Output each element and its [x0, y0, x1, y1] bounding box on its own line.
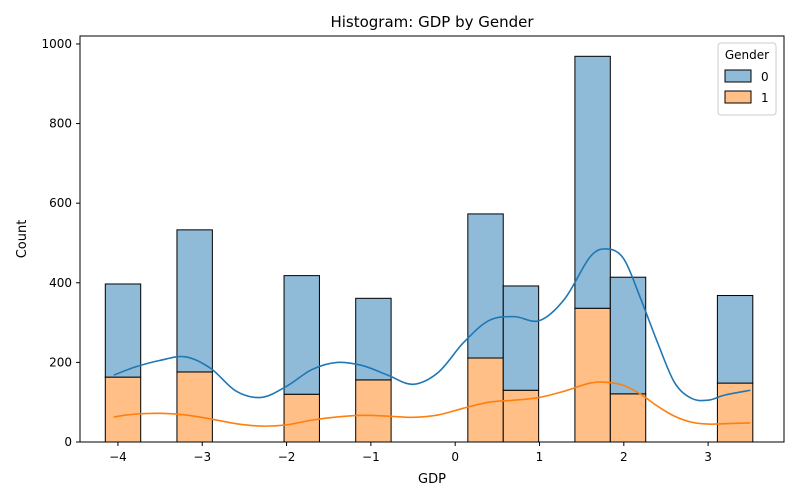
bar-gender-1-bin-4 [467, 357, 504, 443]
bar-gender-0-bin-1 [176, 229, 213, 373]
legend-swatch-1 [724, 90, 752, 104]
legend-title: Gender [725, 48, 769, 62]
bar-gender-1-bin-6 [574, 307, 611, 443]
y-tick-label: 1000 [41, 37, 72, 51]
chart-title: Histogram: GDP by Gender [330, 13, 534, 31]
x-axis-label: GDP [418, 472, 446, 487]
bar-gender-1-bin-8 [716, 382, 754, 443]
bar-gender-0-bin-2 [283, 275, 320, 395]
x-tick-label: 0 [451, 450, 459, 464]
y-axis-label: Count [15, 220, 30, 259]
bar-gender-0-bin-7 [609, 276, 647, 395]
x-tick-label: 3 [704, 450, 712, 464]
kde-line-gender-1 [113, 381, 751, 427]
bar-gender-1-bin-2 [283, 393, 320, 443]
x-tick-label: −3 [193, 450, 211, 464]
legend-label-1: 1 [761, 91, 769, 105]
axes: −4 −3 −2 −1 0 1 2 3 0 200 400 600 800 1000 [41, 35, 785, 464]
legend-label-0: 0 [761, 70, 769, 84]
bar-gender-1-bin-3 [355, 379, 392, 443]
bar-gender-1-bin-0 [104, 376, 142, 443]
legend: Gender 0 1 [717, 42, 777, 116]
kde-curves [113, 248, 751, 427]
kde-line-gender-0 [113, 248, 751, 402]
plot-frame [79, 35, 785, 443]
bar-gender-1-bin-7 [609, 393, 647, 443]
bar-gender-0-bin-5 [502, 285, 540, 391]
bar-gender-0-bin-8 [716, 295, 754, 384]
x-tick-label: −2 [278, 450, 296, 464]
x-tick-label: −4 [109, 450, 127, 464]
bar-gender-0-bin-6 [574, 55, 611, 309]
bars-layer [104, 55, 754, 443]
y-tick-label: 0 [64, 435, 72, 449]
bar-gender-1-bin-1 [176, 371, 213, 443]
y-tick-label: 800 [49, 117, 72, 131]
x-tick-label: 2 [620, 450, 628, 464]
x-tick-label: −1 [362, 450, 380, 464]
bar-gender-0-bin-3 [355, 297, 392, 381]
y-tick-label: 600 [49, 196, 72, 210]
legend-swatch-0 [724, 69, 752, 83]
x-tick-label: 1 [536, 450, 544, 464]
y-tick-label: 400 [49, 276, 72, 290]
y-tick-label: 200 [49, 355, 72, 369]
bar-gender-0-bin-4 [467, 213, 504, 359]
bar-gender-0-bin-0 [104, 283, 142, 378]
